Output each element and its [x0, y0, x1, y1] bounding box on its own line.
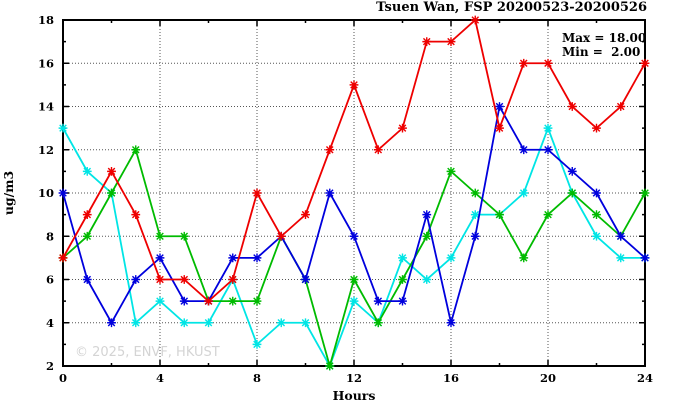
watermark: © 2025, ENVF, HKUST	[75, 345, 220, 360]
chart-title: Tsuen Wan, FSP 20200523-20200526	[376, 0, 647, 15]
y-tick-label: 18	[38, 13, 54, 27]
gridlines	[62, 19, 646, 367]
series-layer	[58, 15, 650, 371]
series-blue	[58, 102, 650, 328]
series-red-markers	[58, 15, 650, 306]
x-tick-label: 0	[59, 371, 67, 385]
x-tick-label: 24	[637, 371, 653, 385]
y-tick-label: 8	[46, 229, 54, 243]
y-tick-label: 12	[38, 143, 54, 157]
y-tick-label: 6	[46, 273, 54, 287]
axis-ticks	[62, 19, 646, 367]
legend-max: Max = 18.00	[562, 31, 646, 45]
y-axis-label: ug/m3	[1, 171, 16, 215]
series-red	[58, 15, 650, 306]
x-tick-label: 16	[443, 371, 459, 385]
series-cyan-line	[62, 125, 645, 369]
y-tick-label: 4	[46, 316, 54, 330]
x-axis-label: Hours	[333, 388, 376, 403]
series-blue-markers	[58, 102, 650, 328]
y-tick-label: 16	[38, 56, 54, 70]
x-tick-label: 4	[156, 371, 164, 385]
x-tick-label: 12	[346, 371, 362, 385]
x-tick-label: 8	[253, 371, 261, 385]
y-tick-label: 10	[38, 186, 54, 200]
y-tick-label: 14	[38, 100, 54, 114]
y-tick-label: 2	[46, 359, 54, 373]
legend-min: Min = 2.00	[562, 45, 640, 59]
x-tick-label: 20	[540, 371, 556, 385]
